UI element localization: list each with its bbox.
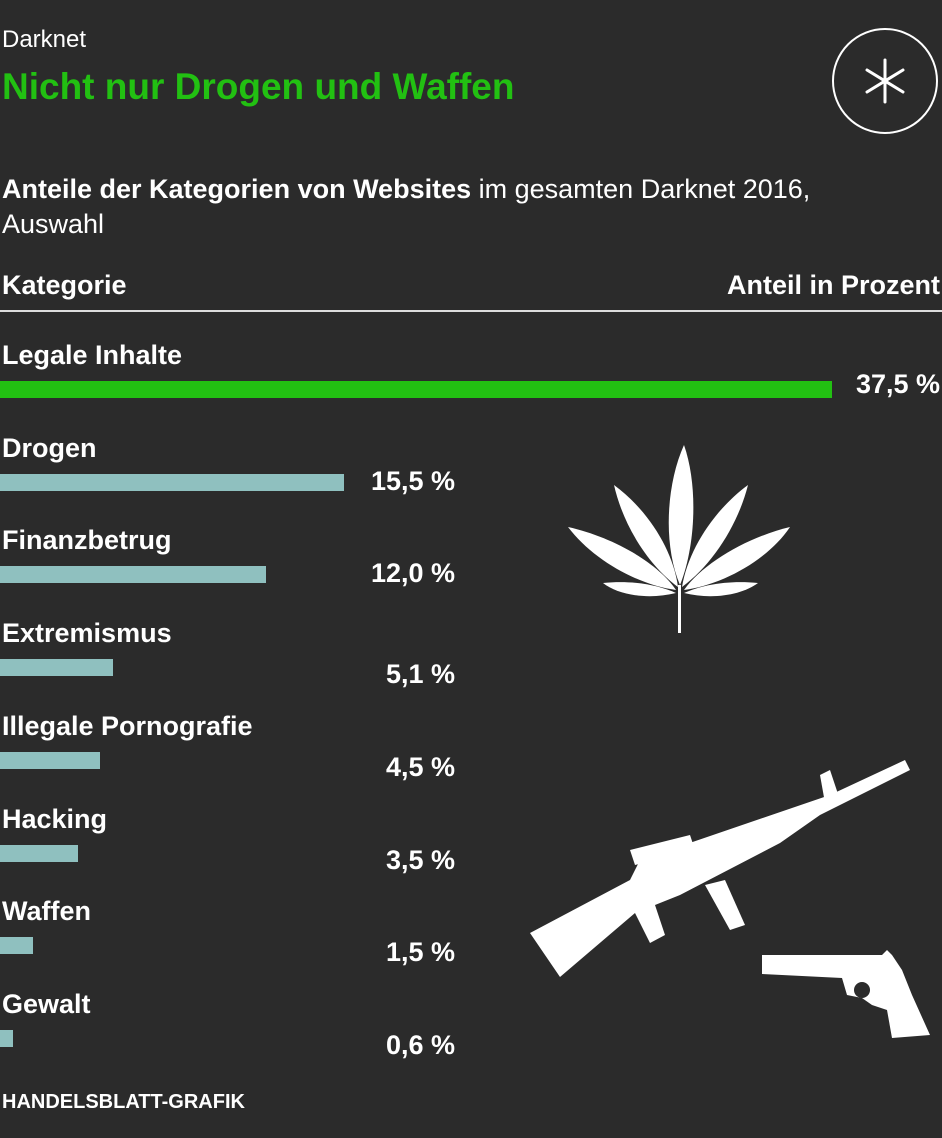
value-label: 3,5 % <box>385 844 455 875</box>
value-label: 0,6 % <box>385 1029 455 1060</box>
value-label: 15,5 % <box>370 465 455 496</box>
source-credit: HANDELSBLATT-GRAFIK <box>2 1091 245 1113</box>
chart-title: Nicht nur Drogen und Waffen <box>2 66 515 107</box>
chart-subtitle: Anteile der Kategorien von Websites im g… <box>2 172 852 242</box>
rifle-icon <box>530 760 910 977</box>
category-label: Drogen <box>2 432 97 463</box>
bar-gewalt <box>0 1029 14 1047</box>
value-label: 1,5 % <box>385 937 455 968</box>
bar-drogen <box>0 473 344 491</box>
category-label: Waffen <box>2 896 91 927</box>
category-label: Finanzbetrug <box>2 525 172 556</box>
category-label: Illegale Pornografie <box>2 710 253 741</box>
asterisk-icon <box>832 28 938 134</box>
kicker: Darknet <box>2 26 87 53</box>
subtitle-bold: Anteile der Kategorien von Websites <box>2 174 472 204</box>
column-header-category: Kategorie <box>2 270 127 300</box>
bar-hacking <box>0 844 78 862</box>
value-label: 4,5 % <box>385 751 455 782</box>
bar-finanzbetrug <box>0 566 267 584</box>
subtitle-rest: im gesamten Darknet 2016, Auswahl <box>2 174 811 239</box>
value-label: 12,0 % <box>370 558 455 589</box>
category-label: Extremismus <box>2 618 172 649</box>
column-header-value: Anteil in Prozent <box>726 270 940 300</box>
header-rule <box>0 310 942 312</box>
bar-legale-inhalte <box>0 381 832 398</box>
bar-illegale-pornografie <box>0 751 100 769</box>
value-label: 5,1 % <box>385 659 455 690</box>
category-label: Gewalt <box>2 988 91 1019</box>
bar-waffen <box>0 937 34 955</box>
bar-extremismus <box>0 659 114 677</box>
category-label: Hacking <box>2 803 108 834</box>
cannabis-leaf-icon <box>568 445 790 633</box>
revolver-icon <box>762 950 930 1038</box>
category-label: Legale Inhalte <box>2 340 183 370</box>
value-label: 37,5 % <box>855 369 940 399</box>
